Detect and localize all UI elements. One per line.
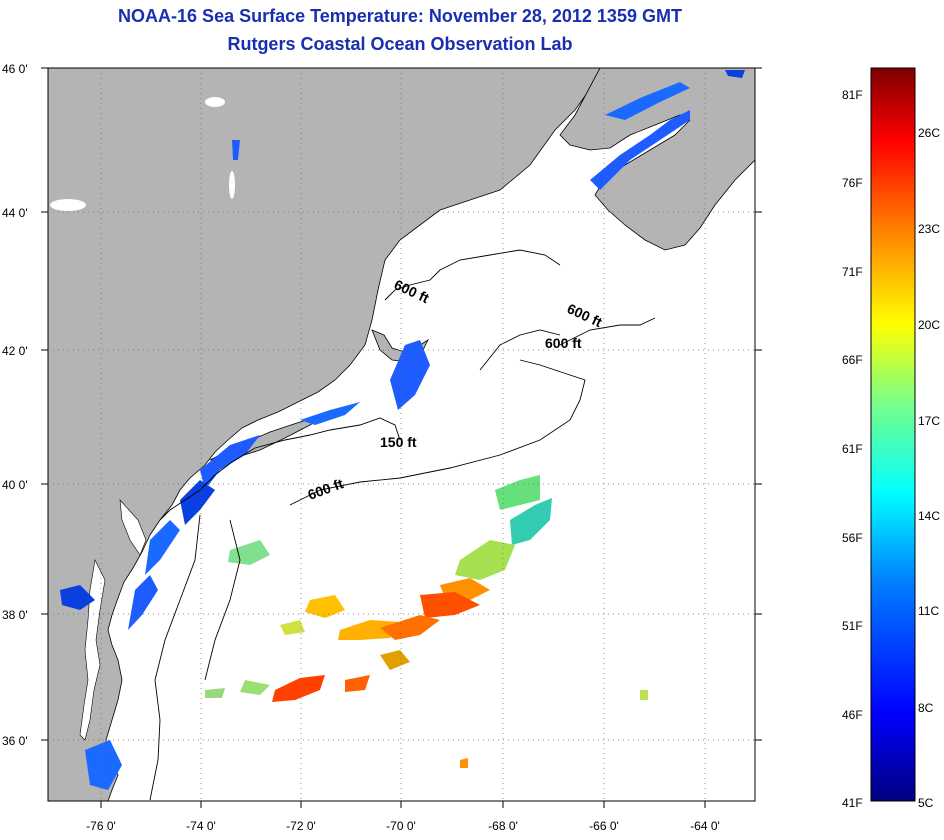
lat-label: 38 0' [2, 608, 28, 622]
colorbar-f-label: 66F [842, 353, 863, 367]
colorbar-c-label: 23C [918, 222, 941, 236]
lat-label: 36 0' [2, 734, 28, 748]
delaware-bay [119, 499, 147, 556]
chesapeake-bay [79, 559, 106, 741]
colorbar-c-label: 20C [918, 318, 941, 332]
lon-label: -70 0' [386, 819, 416, 833]
map-title: NOAA-16 Sea Surface Temperature: Novembe… [118, 6, 682, 26]
colorbar-f-label: 81F [842, 88, 863, 102]
map-subtitle: Rutgers Coastal Ocean Observation Lab [227, 34, 573, 54]
lake [50, 199, 86, 211]
colorbar-f-label: 41F [842, 796, 863, 810]
grid-lines [48, 68, 755, 801]
contour-label: 600 ft [545, 335, 582, 351]
colorbar-f-label: 76F [842, 176, 863, 190]
colorbar-c-label: 11C [918, 604, 940, 618]
colorbar-c-label: 26C [918, 126, 941, 140]
colorbar-c-label: 17C [918, 414, 941, 428]
lat-label: 42 0' [2, 344, 28, 358]
colorbar-f-label: 56F [842, 531, 863, 545]
contour-label: 150 ft [380, 434, 417, 450]
lon-label: -76 0' [86, 819, 116, 833]
lat-label: 44 0' [2, 206, 28, 220]
sst-offshore-warm [205, 475, 648, 768]
tick-marks [41, 67, 762, 808]
depth-contours [149, 249, 656, 801]
lake [229, 171, 235, 199]
colorbar-c-label: 8C [918, 701, 934, 715]
lon-label: -72 0' [286, 819, 316, 833]
colorbar-f-label: 46F [842, 708, 863, 722]
colorbar-c-label: 14C [918, 509, 941, 523]
sst-coastal-cold [60, 70, 745, 790]
lake [205, 97, 225, 107]
lon-label: -66 0' [589, 819, 619, 833]
colorbar-f-label: 51F [842, 619, 863, 633]
lon-label: -64 0' [690, 819, 720, 833]
colorbar-f-label: 61F [842, 442, 863, 456]
lon-label: -74 0' [186, 819, 216, 833]
colorbar-f-label: 71F [842, 265, 863, 279]
lon-label: -68 0' [488, 819, 518, 833]
colorbar-c-label: 5C [918, 796, 934, 810]
lat-label: 46 0' [2, 62, 28, 76]
lat-label: 40 0' [2, 478, 28, 492]
colorbar [870, 67, 916, 802]
land-mainland [48, 68, 601, 801]
